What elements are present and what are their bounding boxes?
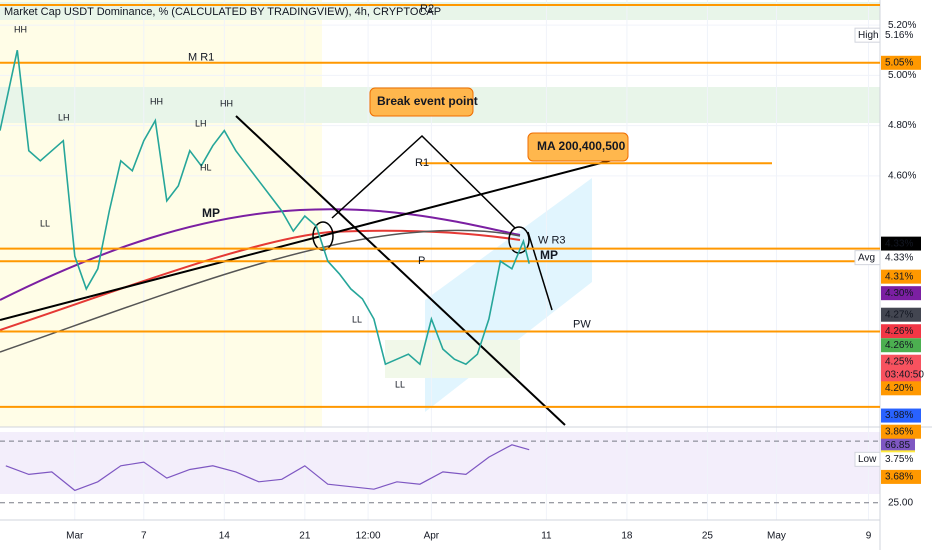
price-tag (881, 55, 921, 70)
x-tick-label: 7 (141, 531, 147, 542)
level-label: W R3 (538, 235, 566, 247)
annotation: MP (202, 206, 220, 220)
annotation: LH (58, 112, 70, 122)
price-tag-name-box (854, 451, 881, 467)
x-tick-label: 12:00 (356, 531, 381, 542)
price-tag-label: 4.26% (885, 326, 913, 337)
rsi-tag-label: 66.85 (885, 440, 910, 451)
price-tag-label: 4.20% (885, 383, 913, 394)
price-tag-label: 3.86% (885, 426, 913, 437)
x-tick-label: 21 (299, 531, 311, 542)
price-tag-label: 4.27% (885, 309, 913, 320)
price-tag-label: 5.16% (885, 30, 913, 41)
price-tag (881, 269, 921, 284)
price-tag-label: 3.75% (885, 454, 913, 465)
level-label: P (418, 255, 425, 267)
price-tag (881, 381, 921, 396)
price-tag-label: 4.33% (885, 252, 913, 263)
price-tag-name: Low (858, 454, 877, 465)
price-tag (881, 250, 921, 265)
level-label: M R1 (188, 52, 214, 64)
annotation: MP (540, 248, 558, 262)
annotation: LL (352, 314, 362, 324)
annotation: LH (195, 118, 207, 128)
annotation: HH (150, 96, 163, 106)
range-box (385, 340, 520, 378)
chart-title: Market Cap USDT Dominance, % (CALCULATED… (4, 6, 441, 18)
price-tag (881, 324, 921, 339)
level-label: R2 (420, 3, 434, 15)
moving-average (0, 229, 521, 331)
price-tag (881, 452, 921, 467)
y-tick-label: 5.00% (888, 70, 916, 81)
price-line (0, 50, 530, 366)
rsi-tag (881, 438, 915, 453)
level-label: PW (573, 318, 591, 330)
price-tag-label: 4.26% (885, 340, 913, 351)
price-tag-name: High (858, 30, 879, 41)
annotation: HH (14, 24, 27, 34)
annotation: Break event point (377, 94, 478, 108)
countdown: 03:40:50 (885, 369, 924, 380)
price-tag-label: 3.98% (885, 410, 913, 421)
y-tick-label: 4.60% (888, 170, 916, 181)
price-tag-label: 4.25% (885, 356, 913, 367)
price-tag (881, 354, 921, 383)
x-tick-label: May (767, 531, 786, 542)
x-tick-label: 25 (702, 531, 714, 542)
price-tag-label: 4.31% (885, 271, 913, 282)
x-tick-label: 14 (219, 531, 231, 542)
price-tag (881, 236, 921, 251)
price-tag (881, 408, 921, 423)
plot-area (0, 0, 880, 520)
annotation: MA 200,400,500 (537, 139, 626, 153)
x-tick-label: 9 (866, 531, 872, 542)
price-tag (881, 424, 921, 439)
price-tag (881, 307, 921, 322)
price-tag-name: Avg (858, 252, 875, 263)
x-tick-label: 11 (541, 531, 552, 542)
rsi-line (5, 444, 530, 492)
trendline (0, 157, 621, 321)
annotation: HH (220, 98, 233, 108)
x-tick-label: 18 (621, 531, 633, 542)
price-tag-name-box (854, 27, 881, 43)
projection (527, 231, 553, 311)
annotation: HL (200, 162, 212, 172)
circle-marker (312, 221, 334, 251)
supply-zone (0, 2, 880, 20)
trendline (235, 115, 566, 426)
price-tag-label: 3.68% (885, 472, 913, 483)
projection (331, 134, 516, 229)
y-tick-label: 5.20% (888, 20, 916, 31)
annotation: LL (40, 218, 50, 228)
price-tag (881, 469, 921, 484)
x-tick-label: Apr (424, 531, 440, 542)
level-label: R1 (415, 157, 429, 169)
price-tag-label: 5.05% (885, 57, 913, 68)
y-tick-label: 25.00 (888, 497, 913, 508)
x-tick-label: Mar (66, 531, 84, 542)
annotation: LL (395, 379, 405, 389)
price-tag (881, 286, 921, 301)
callout-box (369, 87, 474, 117)
callout-box (527, 132, 629, 162)
price-tag (881, 338, 921, 353)
rsi-band (0, 432, 880, 494)
price-tag-label: 4.30% (885, 288, 913, 299)
y-tick-label: 4.80% (888, 120, 916, 131)
moving-average (0, 229, 521, 353)
price-tag-name-box (854, 250, 881, 266)
price-tag (881, 28, 921, 43)
session-zone (0, 0, 322, 427)
price-tag-label: 4.33% (885, 238, 913, 249)
